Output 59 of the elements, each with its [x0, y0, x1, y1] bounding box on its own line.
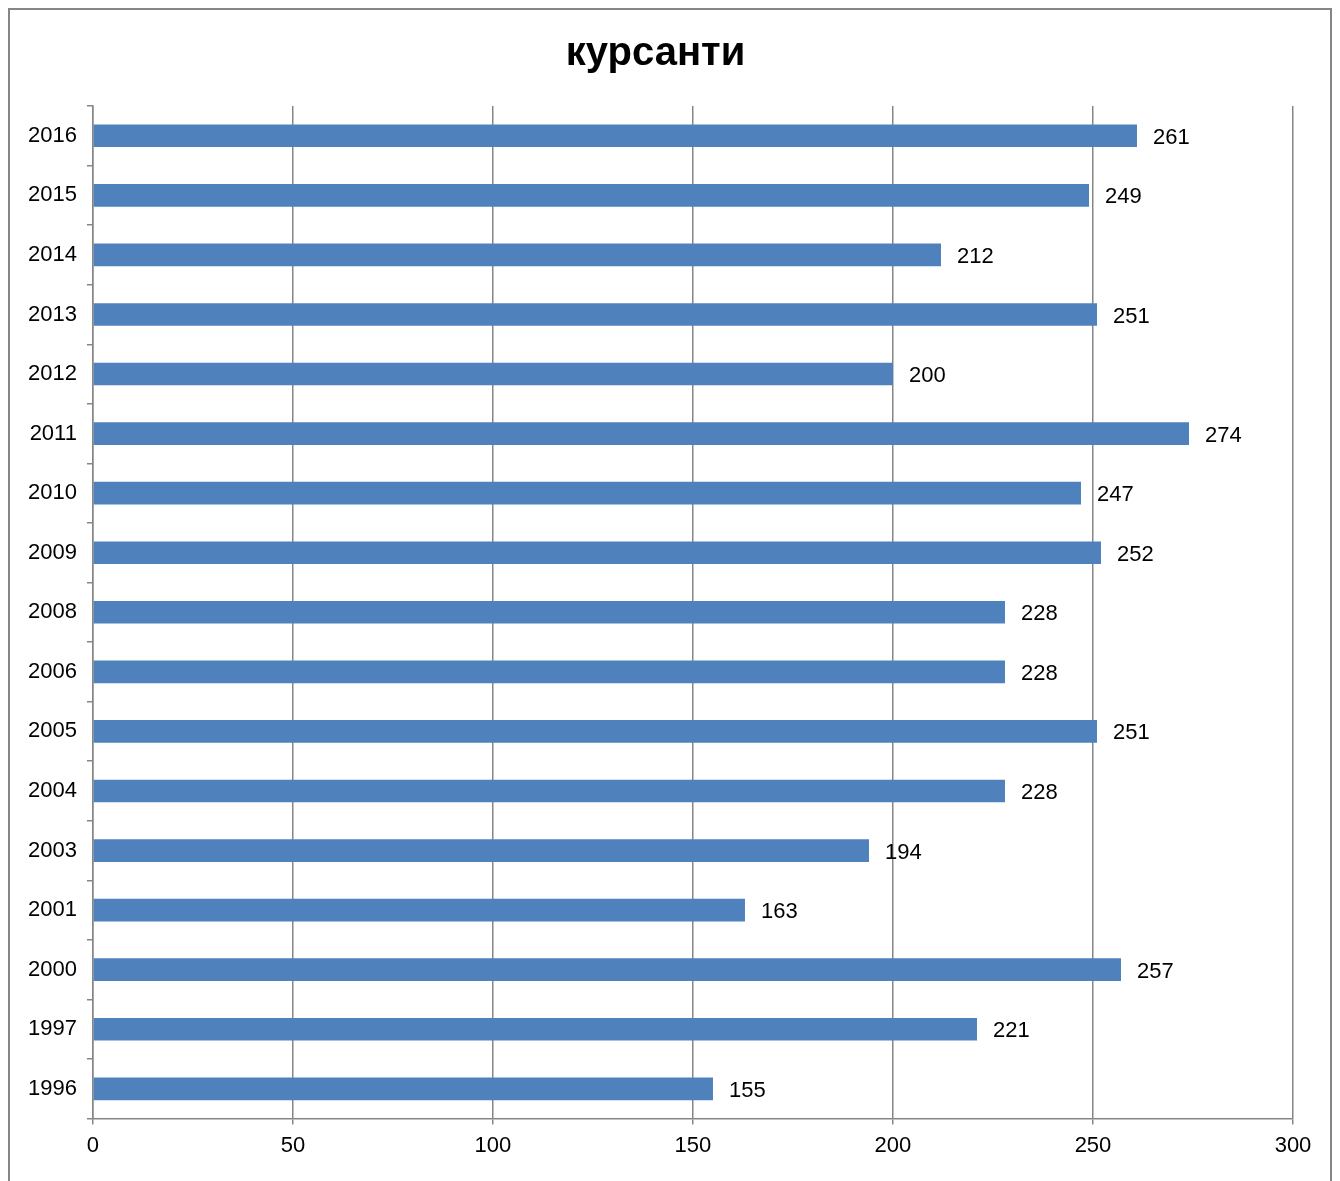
bar	[93, 720, 1097, 743]
y-tick-label: 2014	[27, 240, 77, 266]
x-tick-label: 250	[1074, 1131, 1112, 1157]
bar	[93, 481, 1081, 505]
y-tick-label: 2001	[27, 896, 77, 922]
bar	[93, 600, 1005, 624]
x-tick-label: 0	[86, 1131, 100, 1157]
bar	[93, 184, 1089, 207]
data-label: 251	[1112, 719, 1150, 745]
bar	[93, 124, 1137, 148]
data-label: 274	[1204, 421, 1242, 447]
bar	[93, 243, 941, 267]
y-tick-label: 1996	[27, 1074, 77, 1100]
data-label: 252	[1116, 540, 1154, 566]
y-tick-label: 2015	[27, 181, 77, 207]
y-tick-label: 2010	[27, 479, 77, 505]
x-tick-label: 150	[674, 1131, 712, 1157]
data-label: 257	[1136, 957, 1174, 983]
y-tick-label: 2009	[27, 538, 77, 564]
data-label: 212	[956, 242, 994, 268]
data-label: 228	[1020, 600, 1058, 626]
y-tick-label: 2003	[27, 836, 77, 862]
bar	[93, 660, 1005, 684]
x-tick-label: 100	[474, 1131, 512, 1157]
data-label: 249	[1104, 183, 1142, 209]
y-tick-label: 2008	[27, 598, 77, 624]
bar	[93, 303, 1097, 326]
y-tick-label: 2000	[27, 955, 77, 981]
y-tick-label: 2013	[27, 300, 77, 326]
y-tick-label: 2006	[27, 657, 77, 683]
data-label: 228	[1020, 659, 1058, 685]
data-label: 261	[1152, 123, 1190, 149]
data-label: 247	[1096, 481, 1134, 507]
bar	[93, 839, 869, 862]
y-tick-label: 2004	[27, 777, 77, 803]
data-label: 200	[908, 362, 946, 388]
data-label: 228	[1020, 779, 1058, 805]
x-tick-label: 300	[1274, 1131, 1312, 1157]
bar	[93, 958, 1121, 982]
chart-title: курсанти	[565, 29, 746, 74]
data-label: 251	[1112, 302, 1150, 328]
data-label: 221	[992, 1017, 1030, 1043]
y-tick-label: 2005	[27, 717, 77, 743]
y-tick-label: 2012	[27, 360, 77, 386]
bar	[93, 898, 745, 922]
bar	[93, 779, 1005, 803]
y-tick-label: 1997	[27, 1015, 77, 1041]
bar	[93, 541, 1101, 565]
data-label: 163	[760, 898, 798, 924]
bar	[93, 422, 1189, 445]
x-tick-label: 200	[874, 1131, 912, 1157]
y-tick-label: 2011	[29, 419, 77, 445]
y-tick-label: 2016	[27, 121, 77, 147]
bar	[93, 1077, 713, 1101]
data-label: 194	[884, 838, 922, 864]
data-label: 155	[728, 1076, 766, 1102]
bar	[93, 362, 893, 386]
bar	[93, 1017, 977, 1041]
x-tick-label: 50	[280, 1131, 306, 1157]
